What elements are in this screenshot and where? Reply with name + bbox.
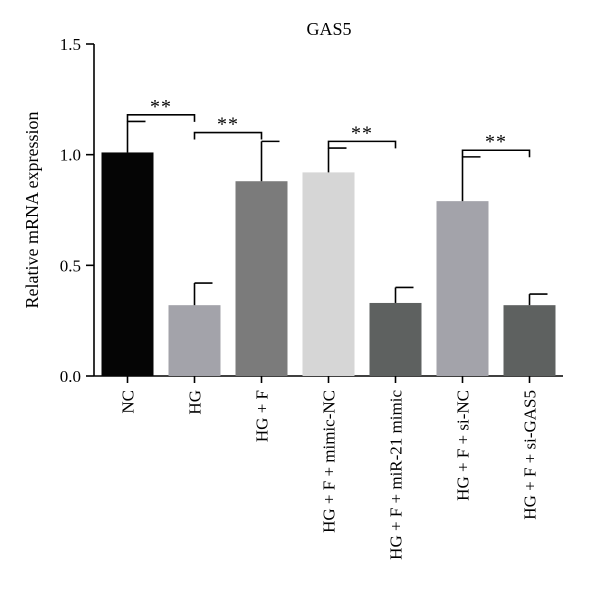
bar bbox=[235, 181, 288, 376]
category-label: HG + F bbox=[253, 390, 272, 442]
error-bar bbox=[126, 120, 146, 153]
bars bbox=[101, 152, 556, 376]
error-bar bbox=[461, 156, 481, 202]
error-bar bbox=[193, 282, 213, 306]
significance-bracket: ** bbox=[193, 114, 263, 140]
significance-bracket: ** bbox=[327, 122, 397, 149]
significance-label: ** bbox=[150, 96, 172, 118]
bar bbox=[436, 201, 489, 376]
category-label: HG + F + miR-21 mimic bbox=[387, 390, 406, 560]
category-label: HG bbox=[186, 390, 205, 415]
y-tick-label: 0.0 bbox=[60, 367, 81, 386]
bar bbox=[503, 305, 556, 376]
y-tick-label: 1.0 bbox=[60, 146, 81, 165]
y-axis-label: Relative mRNA expression bbox=[22, 112, 42, 309]
error-bar bbox=[528, 293, 548, 306]
significance-bracket: ** bbox=[126, 96, 196, 122]
error-bar bbox=[394, 286, 414, 303]
category-label: NC bbox=[119, 390, 138, 414]
significance-label: ** bbox=[485, 131, 507, 153]
category-label: HG + F + si-GAS5 bbox=[521, 390, 540, 520]
bar bbox=[168, 305, 221, 376]
error-bar bbox=[327, 147, 347, 173]
chart-title: GAS5 bbox=[306, 19, 351, 39]
bar bbox=[101, 152, 154, 376]
category-label: HG + F + mimic-NC bbox=[320, 390, 339, 533]
bar bbox=[369, 302, 422, 376]
y-ticks: 0.0 0.5 1.0 1.5 bbox=[60, 35, 94, 386]
significance-label: ** bbox=[351, 122, 373, 144]
significance-label: ** bbox=[217, 114, 239, 136]
error-bars bbox=[126, 120, 548, 306]
category-labels: NC HG HG + F HG + F + mimic-NC HG + F + miR-… bbox=[119, 376, 540, 560]
error-bar bbox=[260, 140, 280, 182]
significance-bracket: ** bbox=[461, 131, 531, 158]
significance-markers: ** ** ** ** bbox=[126, 96, 531, 158]
y-tick-label: 0.5 bbox=[60, 256, 81, 275]
bar bbox=[302, 172, 355, 376]
y-tick-label: 1.5 bbox=[60, 35, 81, 54]
category-label: HG + F + si-NC bbox=[454, 390, 473, 501]
